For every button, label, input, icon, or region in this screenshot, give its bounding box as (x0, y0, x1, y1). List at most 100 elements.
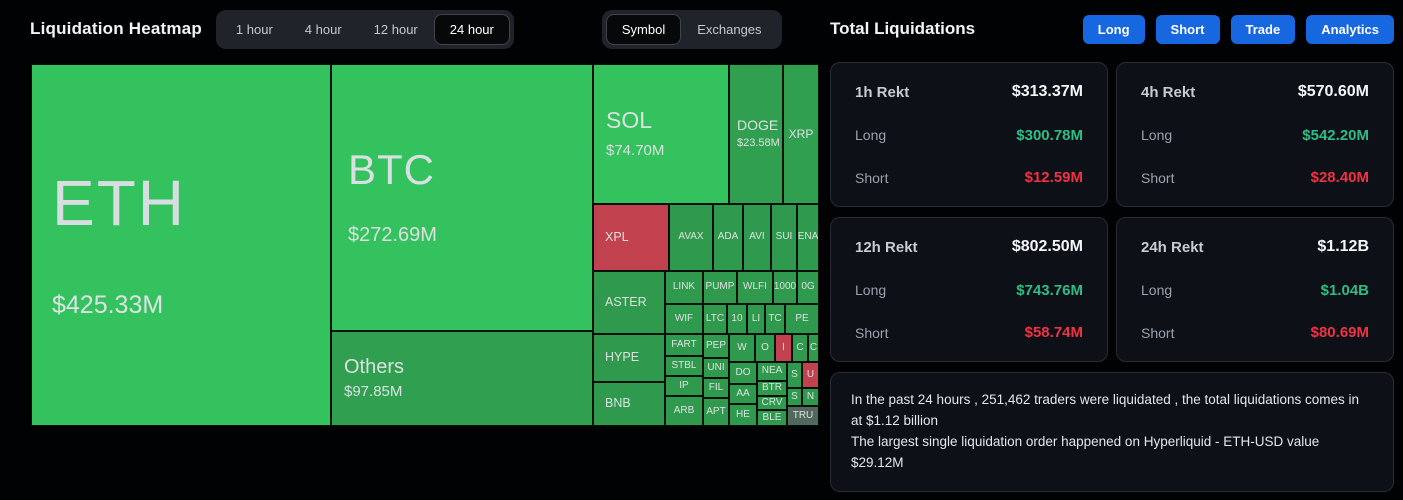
treemap-cell-label: BTR (762, 382, 782, 394)
action-buttons: Long Short Trade Analytics (1082, 14, 1394, 44)
long-button[interactable]: Long (1082, 14, 1145, 44)
rekt-row: 4h Rekt $570.60M (1141, 83, 1369, 101)
treemap-cell-sol[interactable]: SOL $74.70M (593, 64, 729, 204)
treemap-cell-w[interactable]: W (729, 334, 755, 362)
stat-card-1h: 1h Rekt $313.37M Long $300.78M Short $12.59… (830, 62, 1108, 207)
treemap-cell-crv[interactable]: CRV (757, 396, 787, 410)
treemap-cell-do[interactable]: DO (729, 362, 757, 384)
treemap-cell-aa[interactable]: AA (729, 383, 757, 404)
tab-4-hour[interactable]: 4 hour (304, 21, 342, 37)
treemap-cell-value: $74.70M (606, 141, 665, 159)
treemap-cell-value: $425.33M (52, 290, 164, 319)
treemap-cell-he[interactable]: HE (729, 404, 757, 426)
treemap-cell-u[interactable]: U (802, 362, 819, 388)
treemap-cell-s[interactable]: S (787, 388, 802, 406)
treemap-cell-s[interactable]: S (787, 362, 802, 388)
treemap-cell-label: 1000 (774, 281, 796, 293)
treemap-cell-stbl[interactable]: STBL (665, 356, 703, 376)
treemap-cell-xpl[interactable]: XPL (593, 204, 669, 271)
treemap-cell-label: W (737, 341, 747, 353)
tab-symbol[interactable]: Symbol (605, 13, 682, 45)
short-value: $58.74M (1024, 324, 1083, 341)
treemap-cell-apt[interactable]: APT (703, 398, 729, 426)
liquidation-treemap: ETH $425.33M BTC $272.69M Others $97.85M SOL $7… (31, 64, 819, 426)
treemap-cell-doge[interactable]: DOGE $23.58M (729, 64, 783, 204)
rekt-value: $802.50M (1011, 238, 1083, 255)
treemap-cell-o[interactable]: O (755, 334, 775, 362)
treemap-cell-wif[interactable]: WIF (665, 304, 703, 334)
trade-button[interactable]: Trade (1230, 14, 1296, 44)
treemap-cell-wlfi[interactable]: WLFI (737, 271, 773, 304)
long-row: Long $542.20M (1141, 127, 1369, 144)
treemap-cell-btr[interactable]: BTR (757, 381, 787, 396)
panel-title: Total Liquidations (830, 19, 976, 38)
treemap-cell-0g[interactable]: 0G (797, 271, 819, 304)
treemap-cell-10[interactable]: 10 (727, 304, 747, 334)
short-button[interactable]: Short (1155, 14, 1220, 44)
treemap-cell-label: S (791, 368, 798, 380)
treemap-cell-n[interactable]: N (802, 388, 819, 406)
treemap-cell-label: SOL (606, 107, 653, 134)
long-row: Long $300.78M (855, 127, 1083, 144)
treemap-cell-i[interactable]: I (775, 334, 792, 362)
treemap-cell-fart[interactable]: FART (665, 334, 703, 356)
right-header: Total Liquidations Long Short Trade Anal… (830, 0, 1394, 58)
rekt-value: $313.37M (1011, 83, 1083, 100)
analytics-button[interactable]: Analytics (1306, 14, 1394, 44)
treemap-cell-label: STBL (671, 359, 697, 371)
treemap-cell-label: PUMP (705, 281, 735, 293)
short-value: $12.59M (1024, 169, 1083, 186)
long-row: Long $1.04B (1141, 282, 1369, 299)
treemap-cell-btc[interactable]: BTC $272.69M (331, 64, 593, 331)
treemap-cell-label: LTC (705, 312, 725, 324)
treemap-cell-label: U (806, 368, 815, 380)
treemap-cell-avax[interactable]: AVAX (669, 204, 713, 271)
rekt-row: 1h Rekt $313.37M (855, 83, 1083, 101)
treemap-cell-ip[interactable]: IP (665, 376, 703, 396)
treemap-cell-others[interactable]: Others $97.85M (331, 331, 593, 426)
treemap-cell-label: FART (671, 338, 697, 350)
treemap-cell-avi[interactable]: AVI (743, 204, 771, 271)
short-label: Short (1141, 324, 1175, 341)
treemap-cell-label: FIL (708, 381, 724, 393)
long-label: Long (855, 282, 887, 298)
treemap-cell-nea[interactable]: NEA (757, 362, 787, 381)
rekt-row: 24h Rekt $1.12B (1141, 238, 1369, 256)
treemap-cell-pe[interactable]: PE (785, 304, 819, 334)
treemap-cell-label: DO (735, 366, 751, 378)
treemap-cell-c[interactable]: C (792, 334, 808, 362)
tab-exchanges[interactable]: Exchanges (697, 21, 762, 37)
treemap-cell-eth[interactable]: ETH $425.33M (31, 64, 331, 426)
treemap-cell-fil[interactable]: FIL (703, 378, 729, 398)
treemap-cell-aster[interactable]: ASTER (593, 271, 665, 334)
treemap-cell-label: TRU (792, 409, 814, 421)
treemap-cell-label: N (806, 390, 815, 402)
tab-1-hour[interactable]: 1 hour (235, 21, 273, 37)
treemap-cell-ada[interactable]: ADA (713, 204, 743, 271)
treemap-cell-1000[interactable]: 1000 (773, 271, 797, 304)
short-row: Short $28.40M (1141, 169, 1369, 186)
treemap-cell-link[interactable]: LINK (665, 271, 703, 304)
tab-12-hour[interactable]: 12 hour (373, 21, 418, 37)
treemap-cell-tc[interactable]: TC (765, 304, 785, 334)
treemap-cell-xrp[interactable]: XRP (783, 64, 819, 204)
treemap-cell-pep[interactable]: PEP (703, 334, 729, 358)
summary-line-2: The largest single liquidation order hap… (851, 433, 1320, 470)
treemap-cell-li[interactable]: LI (747, 304, 765, 334)
treemap-cell-pump[interactable]: PUMP (703, 271, 737, 304)
treemap-cell-hype[interactable]: HYPE (593, 334, 665, 382)
treemap-cell-ble[interactable]: BLE (757, 410, 787, 426)
treemap-cell-arb[interactable]: ARB (665, 396, 703, 426)
treemap-cell-label: O (761, 341, 769, 353)
treemap-cell-sui[interactable]: SUI (771, 204, 797, 271)
treemap-cell-tru[interactable]: TRU (787, 406, 819, 426)
treemap-cell-bnb[interactable]: BNB (593, 382, 665, 426)
treemap-cell-label: HYPE (605, 350, 640, 365)
treemap-cell-c[interactable]: C (808, 334, 819, 362)
rekt-value: $570.60M (1297, 83, 1369, 100)
tab-24-hour[interactable]: 24 hour (433, 13, 510, 45)
treemap-cell-ltc[interactable]: LTC (703, 304, 727, 334)
treemap-cell-ena[interactable]: ENA (797, 204, 819, 271)
treemap-cell-label: ARB (673, 404, 695, 416)
treemap-cell-uni[interactable]: UNI (703, 358, 729, 378)
